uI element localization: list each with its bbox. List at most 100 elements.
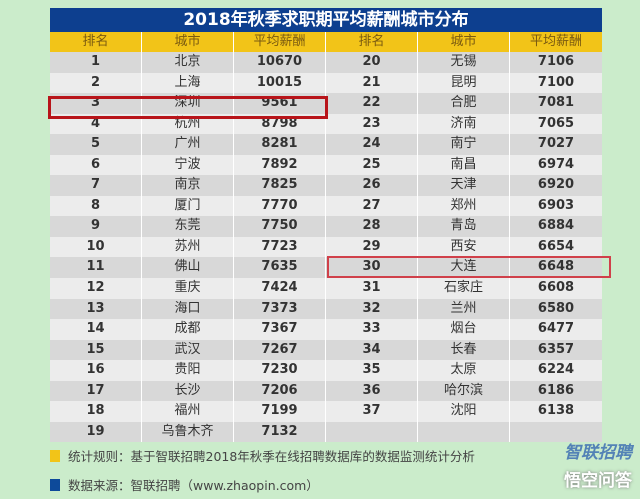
cell-city: 广州 <box>142 134 234 155</box>
cell-rank: 4 <box>50 113 142 135</box>
cell-rank: 6 <box>50 154 142 176</box>
cell-rank: 23 <box>326 113 418 135</box>
cell-rank: 21 <box>326 72 418 94</box>
cell-rank: 13 <box>50 298 142 320</box>
cell-rank: 12 <box>50 278 142 299</box>
highlight-box-dalian <box>327 256 611 278</box>
cell-salary: 7132 <box>234 421 326 443</box>
cell-salary: 7367 <box>234 319 326 340</box>
cell-city: 南宁 <box>418 134 510 155</box>
cell-rank: 17 <box>50 380 142 402</box>
cell-rank: 15 <box>50 339 142 361</box>
table-row: 10 苏州 7723 29 西安 6654 <box>50 236 602 258</box>
cell-city: 兰州 <box>418 298 510 320</box>
cell-salary: 7199 <box>234 401 326 422</box>
cell-city: 哈尔滨 <box>418 380 510 402</box>
cell-salary: 6903 <box>537 197 575 213</box>
cell-rank: 26 <box>326 175 418 196</box>
cell-salary: 6608 <box>537 280 575 296</box>
cell-salary: 7750 <box>234 216 326 237</box>
cell-salary: 6580 <box>537 300 575 316</box>
header-rank: 排名 <box>50 32 142 52</box>
salary-table: 2018年秋季求职期平均薪酬城市分布 排名 城市 平均薪酬 排名 城市 平均薪酬… <box>50 8 602 443</box>
cell-city: 青岛 <box>418 216 510 237</box>
footnote-source: 数据来源：智联招聘（www.zhaopin.com） <box>50 475 319 494</box>
cell-salary: 7723 <box>234 236 326 258</box>
cell-salary: 6186 <box>537 382 575 398</box>
cell-rank: 1 <box>50 52 142 73</box>
table-row: 8 厦门 7770 27 郑州 6903 <box>50 195 602 217</box>
table-row: 19 乌鲁木齐 7132 <box>50 421 602 443</box>
cell-city: 成都 <box>142 319 234 340</box>
cell-city: 北京 <box>142 52 234 73</box>
cell-city: 杭州 <box>142 113 234 135</box>
cell-city: 长春 <box>418 339 510 361</box>
cell-city: 南京 <box>142 175 234 196</box>
header-row: 排名 城市 平均薪酬 排名 城市 平均薪酬 <box>50 32 602 52</box>
cell-salary: 7424 <box>234 278 326 299</box>
cell-city: 石家庄 <box>418 278 510 299</box>
cell-salary: 10670 <box>234 52 326 73</box>
cell-city: 苏州 <box>142 236 234 258</box>
header-rank: 排名 <box>326 32 418 52</box>
cell-rank: 35 <box>326 360 418 381</box>
table-row: 15 武汉 7267 34 长春 6357 <box>50 339 602 361</box>
header-salary: 平均薪酬 <box>529 34 582 49</box>
table-row: 2 上海 10015 21 昆明 7100 <box>50 72 602 94</box>
cell-salary: 6884 <box>537 218 575 234</box>
cell-rank: 33 <box>326 319 418 340</box>
header-salary: 平均薪酬 <box>234 32 326 52</box>
table-row: 14 成都 7367 33 烟台 6477 <box>50 319 602 340</box>
cell-city: 南昌 <box>418 154 510 176</box>
cell-city: 沈阳 <box>418 401 510 422</box>
header-city: 城市 <box>418 32 510 52</box>
table-row: 12 重庆 7424 31 石家庄 6608 <box>50 278 602 299</box>
cell-salary: 6920 <box>537 177 575 193</box>
cell-rank: 9 <box>50 216 142 237</box>
cell-city <box>418 421 510 443</box>
cell-salary: 6654 <box>537 238 575 254</box>
cell-rank: 24 <box>326 134 418 155</box>
cell-city: 贵阳 <box>142 360 234 381</box>
cell-city: 上海 <box>142 72 234 94</box>
platform-watermark: 悟空问答 <box>564 471 632 491</box>
cell-rank: 16 <box>50 360 142 381</box>
cell-salary: 7065 <box>537 115 575 131</box>
cell-rank: 28 <box>326 216 418 237</box>
cell-city: 海口 <box>142 298 234 320</box>
cell-rank: 10 <box>50 236 142 258</box>
cell-rank <box>326 421 418 443</box>
cell-rank: 34 <box>326 339 418 361</box>
cell-rank: 29 <box>326 236 418 258</box>
cell-salary: 6357 <box>537 341 575 357</box>
blue-square-icon <box>50 478 60 491</box>
cell-city: 东莞 <box>142 216 234 237</box>
cell-salary: 6648 <box>537 259 575 275</box>
cell-rank: 11 <box>50 257 142 279</box>
table-row: 17 长沙 7206 36 哈尔滨 6186 <box>50 380 602 402</box>
cell-salary: 7825 <box>234 175 326 196</box>
cell-city: 厦门 <box>142 195 234 217</box>
cell-rank: 18 <box>50 401 142 422</box>
cell-salary: 6974 <box>537 156 575 172</box>
footnote-source-text: 数据来源：智联招聘（www.zhaopin.com） <box>68 478 319 493</box>
cell-salary: 7373 <box>234 298 326 320</box>
cell-rank: 25 <box>326 154 418 176</box>
cell-rank: 19 <box>50 421 142 443</box>
cell-city: 武汉 <box>142 339 234 361</box>
cell-rank: 27 <box>326 195 418 217</box>
table-row: 13 海口 7373 32 兰州 6580 <box>50 298 602 320</box>
cell-salary: 10015 <box>234 72 326 94</box>
cell-city: 济南 <box>418 113 510 135</box>
cell-rank: 31 <box>326 278 418 299</box>
cell-city: 宁波 <box>142 154 234 176</box>
cell-rank: 22 <box>326 93 418 114</box>
table-row: 9 东莞 7750 28 青岛 6884 <box>50 216 602 237</box>
cell-rank: 5 <box>50 134 142 155</box>
footnote-rule-text: 统计规则：基于智联招聘2018年秋季在线招聘数据库的数据监测统计分析 <box>68 449 475 464</box>
cell-salary: 7081 <box>537 95 575 111</box>
table-title: 2018年秋季求职期平均薪酬城市分布 <box>50 8 602 32</box>
cell-rank: 37 <box>326 401 418 422</box>
cell-salary: 7230 <box>234 360 326 381</box>
cell-salary: 6138 <box>537 403 575 419</box>
